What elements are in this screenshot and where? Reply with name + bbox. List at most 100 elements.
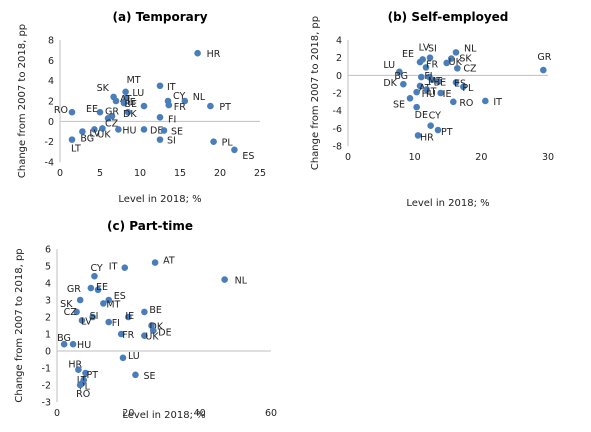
point-label-lu: LU bbox=[128, 351, 140, 362]
data-point-dk bbox=[124, 108, 132, 116]
y-axis-label: Change from 2007 to 2018, pp bbox=[14, 248, 25, 402]
point-label-lt: LT bbox=[427, 86, 437, 97]
point-label-dk: DK bbox=[383, 78, 397, 89]
point-label-bg: BG bbox=[80, 133, 94, 144]
point-label-fi: FI bbox=[424, 71, 432, 82]
point-label-fr: FR bbox=[426, 59, 438, 70]
data-point-be bbox=[435, 78, 442, 85]
point-label-de: DE bbox=[158, 328, 171, 339]
data-point-fi bbox=[105, 318, 113, 326]
data-point-dk bbox=[400, 80, 407, 88]
x-tick-label: 10 bbox=[134, 168, 146, 179]
y-tick-label: 6 bbox=[45, 245, 51, 256]
point-label-ie: IE bbox=[125, 311, 134, 322]
point-label-lv: LV bbox=[419, 42, 430, 53]
point-label-hr: HR bbox=[68, 360, 82, 371]
point-label-gr: GR bbox=[105, 106, 119, 117]
data-point-it bbox=[156, 82, 164, 90]
point-label-cz: CZ bbox=[64, 307, 78, 318]
point-label-de: DE bbox=[415, 110, 428, 121]
data-point-sk bbox=[76, 296, 84, 304]
chart-title-b: (b) Self-employed bbox=[388, 10, 509, 24]
point-label-uk: UK bbox=[449, 57, 463, 68]
data-point-dk bbox=[148, 322, 155, 329]
data-point-uk bbox=[99, 125, 106, 132]
point-label-fr: FR bbox=[122, 330, 134, 341]
data-point-hr bbox=[194, 49, 201, 57]
y-tick-label: 8 bbox=[48, 36, 54, 47]
point-label-ie: IE bbox=[443, 89, 452, 100]
data-point-nl bbox=[452, 49, 460, 56]
point-label-hu: HU bbox=[122, 125, 136, 136]
point-label-fi: FI bbox=[168, 114, 176, 125]
data-point-be bbox=[141, 308, 148, 316]
data-point-pt bbox=[82, 369, 89, 377]
y-tick-label: 4 bbox=[336, 36, 342, 47]
y-tick-label: -1 bbox=[42, 364, 51, 375]
point-label-gr: GR bbox=[537, 52, 551, 63]
data-point-hu bbox=[115, 126, 122, 133]
point-label-hu: HU bbox=[422, 89, 436, 100]
data-point-pl bbox=[210, 138, 217, 145]
x-tick-label: 0 bbox=[345, 152, 351, 163]
y-tick-label: 1 bbox=[45, 330, 51, 341]
point-label-de: DE bbox=[150, 125, 163, 136]
data-point-bg bbox=[91, 126, 98, 133]
chart-panel-a: (a) Temporary -4 -2 0 2 4 6 8 0 5 10 15 20 25 Level in… bbox=[17, 10, 266, 205]
x-tick-label: 0 bbox=[54, 408, 60, 419]
point-label-ee: EE bbox=[96, 282, 108, 293]
y-axis-label: Change from 2007 to 2018, pp bbox=[310, 16, 321, 170]
data-point-pt bbox=[207, 102, 214, 110]
point-label-se: SE bbox=[393, 99, 405, 110]
y-tick-label: 2 bbox=[336, 53, 342, 64]
point-label-gr: GR bbox=[67, 284, 81, 295]
data-point-lv bbox=[419, 56, 426, 63]
point-label-ie: IE bbox=[127, 97, 136, 108]
data-point-lv bbox=[79, 128, 86, 135]
data-point-se bbox=[406, 95, 414, 102]
point-label-cy: CY bbox=[429, 111, 441, 122]
data-point-es bbox=[231, 146, 238, 154]
chart-title-c: (c) Part-time bbox=[107, 219, 193, 233]
point-label-pl: PL bbox=[79, 381, 91, 392]
data-point-es bbox=[105, 296, 113, 304]
point-label-dk: DK bbox=[123, 109, 137, 120]
data-point-cz bbox=[104, 114, 112, 122]
data-point-pl bbox=[460, 83, 467, 91]
data-point-lu bbox=[396, 68, 403, 76]
point-label-pt: PT bbox=[87, 370, 99, 381]
data-point-cy bbox=[91, 272, 98, 280]
y-tick-label: -2 bbox=[45, 137, 54, 148]
x-tick-label: 25 bbox=[254, 168, 266, 179]
y-tick-label: 4 bbox=[45, 279, 51, 290]
data-point-mt bbox=[100, 300, 107, 307]
point-label-sk: SK bbox=[60, 299, 73, 310]
point-label-hr: HR bbox=[207, 49, 221, 60]
x-axis-label: Level in 2018; % bbox=[406, 198, 489, 209]
data-point-ie bbox=[437, 89, 444, 97]
point-label-es: ES bbox=[454, 78, 466, 89]
point-label-ee: EE bbox=[86, 104, 98, 115]
point-label-se: SE bbox=[171, 126, 183, 137]
point-label-hu: HU bbox=[77, 340, 91, 351]
x-tick-label: 0 bbox=[57, 168, 63, 179]
data-point-lu bbox=[123, 94, 130, 102]
data-point-uk bbox=[443, 59, 450, 67]
y-tick-label: -2 bbox=[42, 381, 51, 392]
y-tick-label: 0 bbox=[45, 347, 51, 358]
point-label-mt: MT bbox=[428, 76, 442, 87]
point-label-be: BE bbox=[124, 99, 137, 110]
data-point-cy bbox=[427, 122, 434, 129]
x-tick-label: 40 bbox=[194, 408, 206, 419]
data-point-ie bbox=[120, 99, 128, 107]
point-label-fr: FR bbox=[174, 102, 186, 113]
y-tick-label: -4 bbox=[45, 158, 54, 169]
point-label-lu: LU bbox=[383, 60, 395, 71]
point-label-cy: CY bbox=[173, 91, 185, 102]
point-label-mt: MT bbox=[106, 299, 120, 310]
data-point-hr bbox=[414, 132, 422, 139]
point-label-sk: SK bbox=[459, 54, 472, 65]
point-label-lv: LV bbox=[89, 129, 100, 140]
data-point-hr bbox=[75, 366, 82, 374]
